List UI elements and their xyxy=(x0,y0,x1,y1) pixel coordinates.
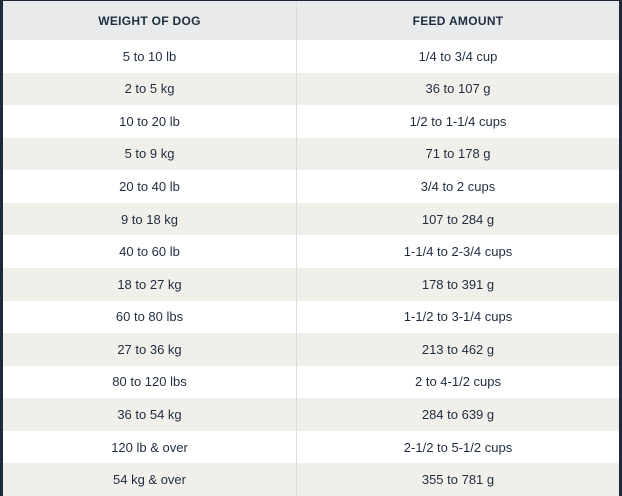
table-row: 20 to 40 lb 3/4 to 2 cups xyxy=(3,170,619,203)
table-row: 2 to 5 kg 36 to 107 g xyxy=(3,72,619,106)
table-cell: 10 to 20 lb xyxy=(3,105,297,138)
table-row: 27 to 36 kg 213 to 462 g xyxy=(3,333,619,366)
table-cell: 284 to 639 g xyxy=(421,407,495,423)
table-row: 9 to 18 kg 107 to 284 g xyxy=(3,202,619,236)
table-cell: 36 to 54 kg xyxy=(3,398,297,431)
table-row: 120 lb & over 2-1/2 to 5-1/2 cups xyxy=(3,430,619,464)
table-cell: 18 to 27 kg xyxy=(3,268,297,301)
table-cell: 71 to 178 g xyxy=(425,146,491,162)
header-cell: WEIGHT OF DOG xyxy=(3,1,297,40)
table-cell: 107 to 284 g xyxy=(421,211,495,227)
table-cell: 3/4 to 2 cups xyxy=(420,179,496,195)
table-cell: 36 to 107 g xyxy=(425,81,491,97)
table-row: 5 to 10 lb 1/4 to 3/4 cup xyxy=(3,40,619,73)
table-cell: 40 to 60 lb xyxy=(3,235,297,268)
table-row: 40 to 60 lb 1-1/4 to 2-3/4 cups xyxy=(3,235,619,268)
table-cell: 5 to 9 kg xyxy=(3,137,297,171)
table-cell: 5 to 10 lb xyxy=(3,40,297,73)
table-cell: 1-1/4 to 2-3/4 cups xyxy=(403,244,513,260)
table-cell: 2 to 4-1/2 cups xyxy=(415,374,501,390)
table-row: 54 kg & over 355 to 781 g xyxy=(3,463,619,496)
table-cell: 1/4 to 3/4 cup xyxy=(418,48,498,64)
table-cell: 1/2 to 1-1/4 cups xyxy=(409,113,507,129)
table-cell: 355 to 781 g xyxy=(421,472,495,488)
table-row: 5 to 9 kg 71 to 178 g xyxy=(3,137,619,171)
table-row: 60 to 80 lbs 1-1/2 to 3-1/4 cups xyxy=(3,300,619,334)
table-cell: 20 to 40 lb xyxy=(3,170,297,203)
table-row: 10 to 20 lb 1/2 to 1-1/4 cups xyxy=(3,105,619,138)
table-row: 18 to 27 kg 178 to 391 g xyxy=(3,268,619,301)
header-row: WEIGHT OF DOG FEED AMOUNT xyxy=(3,1,619,40)
table-cell: 9 to 18 kg xyxy=(3,202,297,236)
table-cell: 178 to 391 g xyxy=(421,276,495,292)
table-cell: 54 kg & over xyxy=(3,463,297,496)
table-row: 36 to 54 kg 284 to 639 g xyxy=(3,398,619,431)
table-cell: 60 to 80 lbs xyxy=(3,300,297,334)
table-cell: 1-1/2 to 3-1/4 cups xyxy=(403,309,513,325)
table-cell: 27 to 36 kg xyxy=(3,333,297,366)
table-cell: 120 lb & over xyxy=(3,430,297,464)
table-cell: 2-1/2 to 5-1/2 cups xyxy=(403,439,513,455)
header-cell: FEED AMOUNT xyxy=(412,13,504,28)
table-cell: 213 to 462 g xyxy=(421,341,495,357)
table-cell: 80 to 120 lbs xyxy=(3,365,297,399)
table-cell: 2 to 5 kg xyxy=(3,72,297,106)
table-row: 80 to 120 lbs 2 to 4-1/2 cups xyxy=(3,365,619,399)
feeding-table: WEIGHT OF DOG FEED AMOUNT 5 to 10 lb 1/4 … xyxy=(3,1,619,496)
